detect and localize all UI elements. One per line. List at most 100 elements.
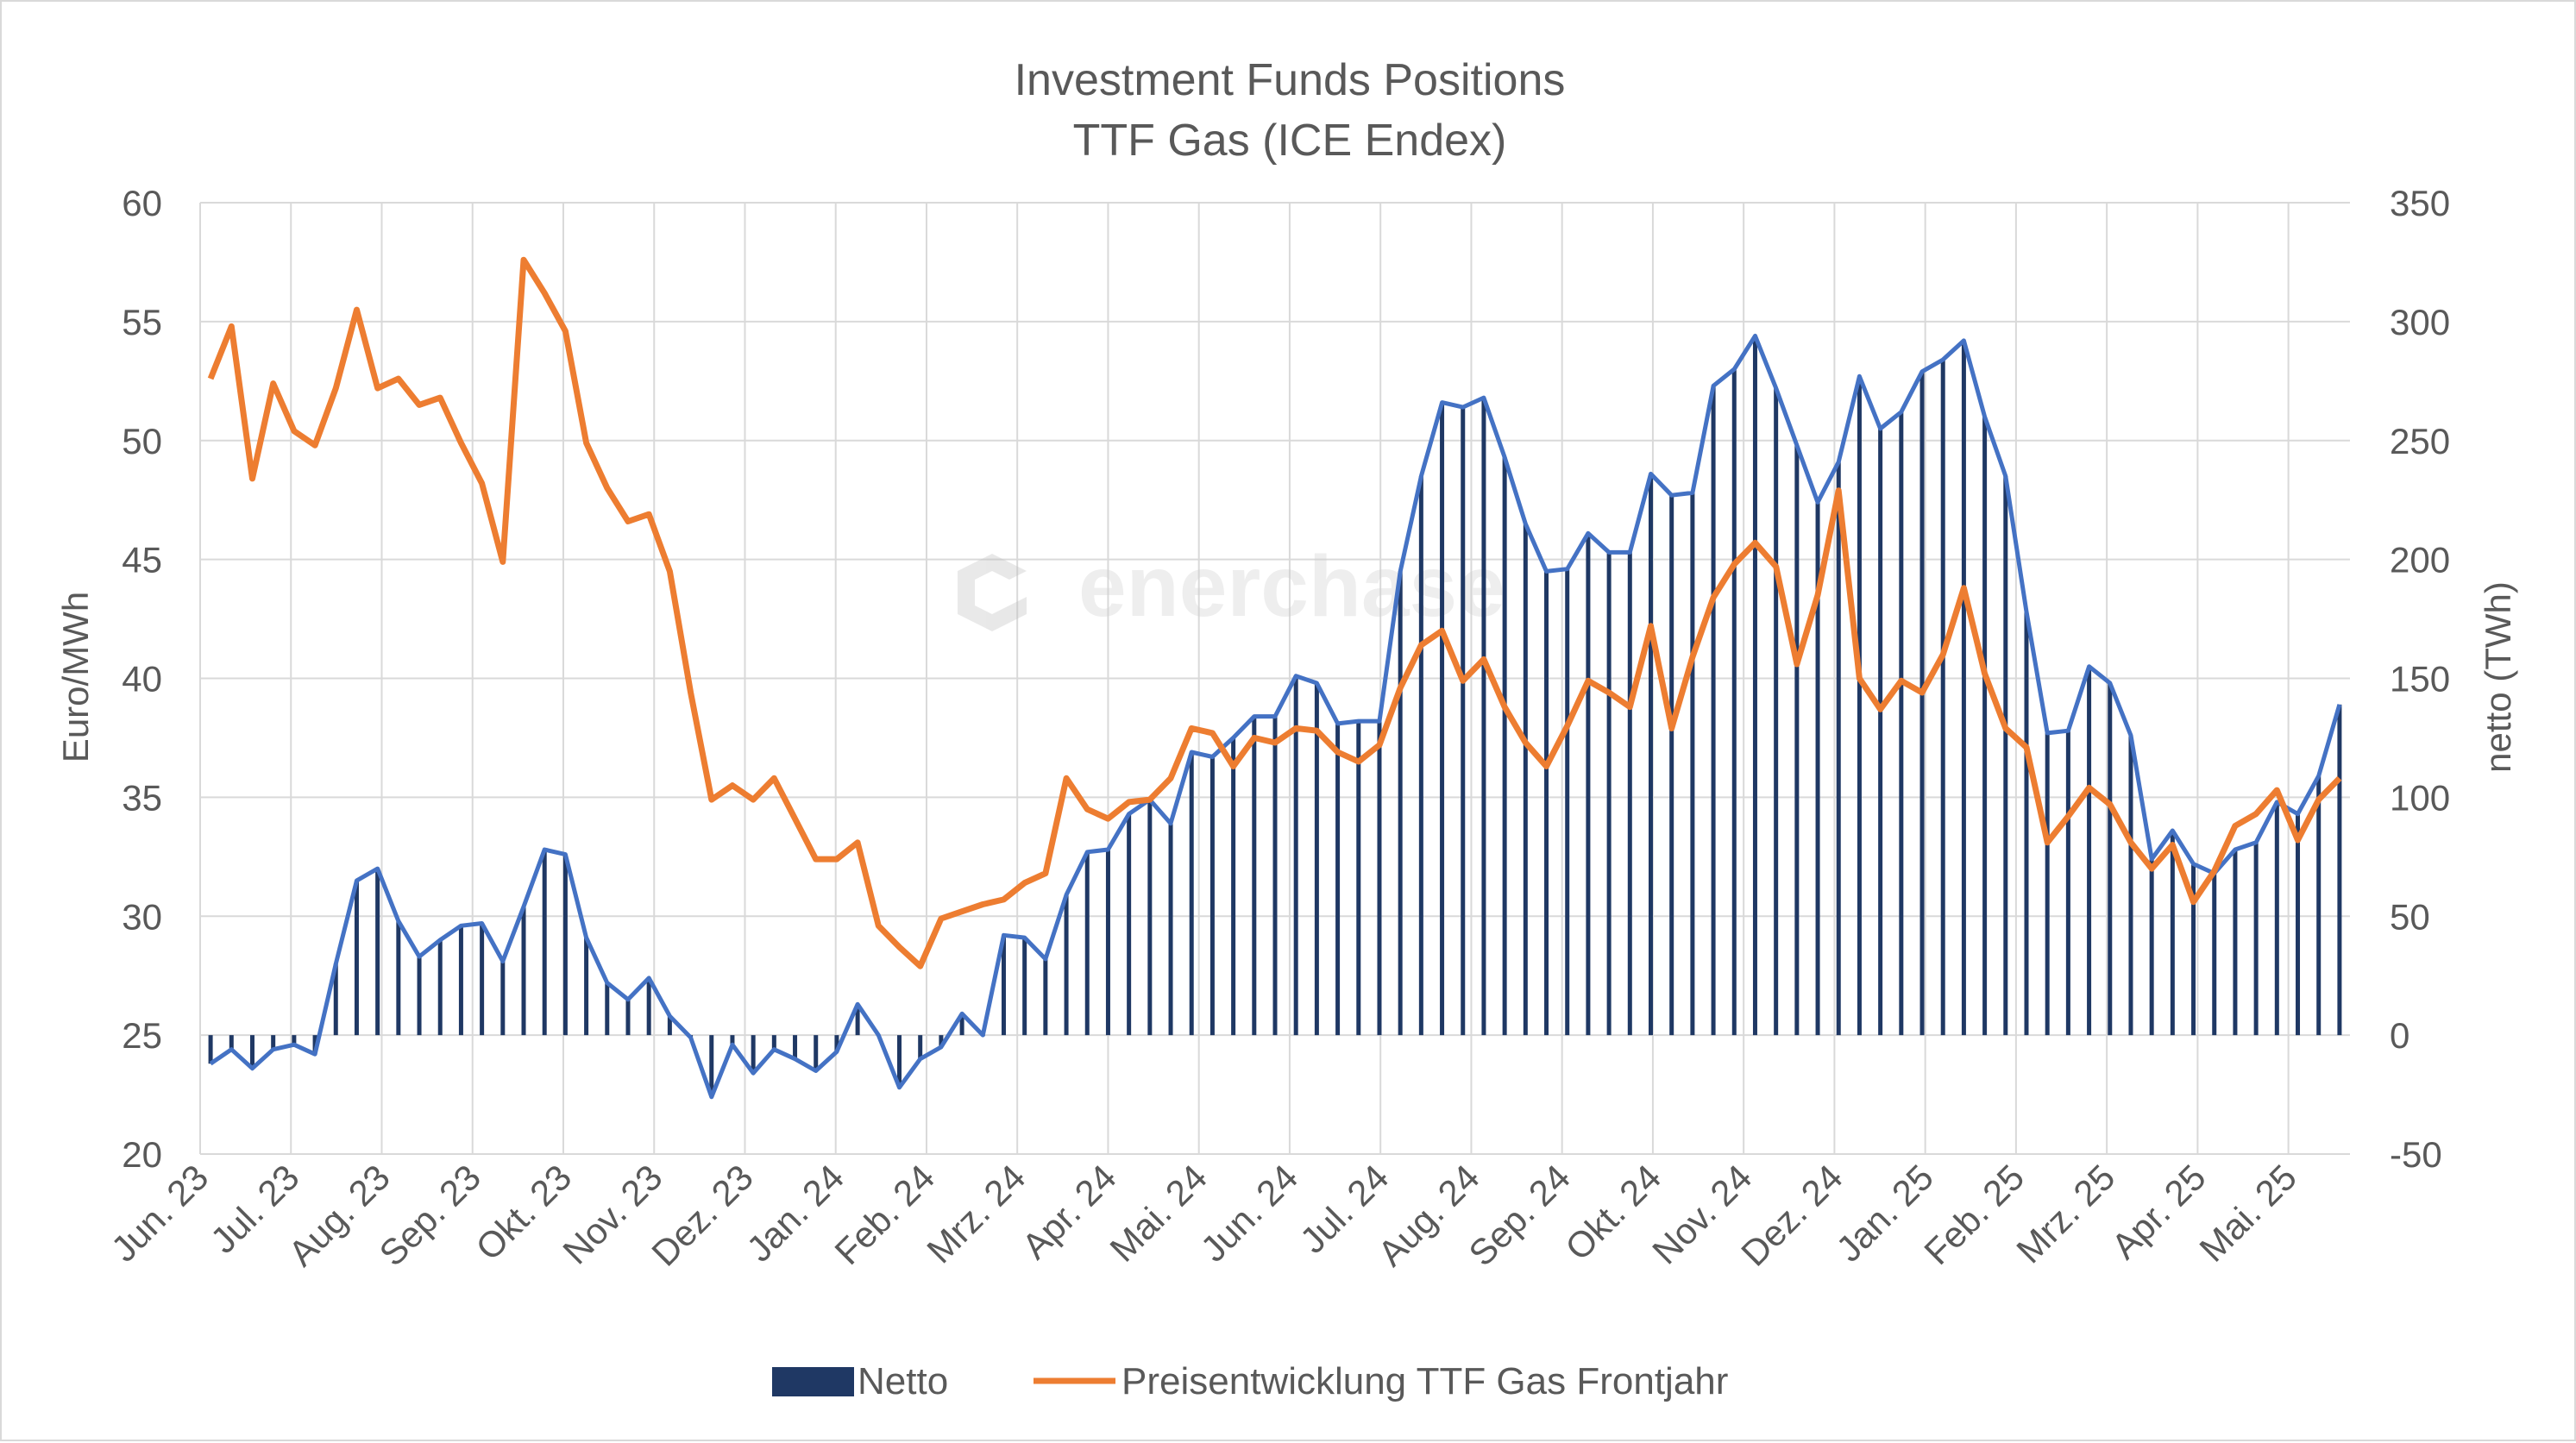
netto-bar [793, 1035, 798, 1059]
netto-bar [229, 1035, 234, 1050]
netto-bar [1461, 407, 1466, 1036]
left-tick-label: 55 [122, 302, 162, 342]
netto-bar [1899, 411, 1904, 1036]
netto-bar [2108, 683, 2113, 1036]
x-tick-label: Feb. 24 [826, 1157, 942, 1272]
left-tick-label: 45 [122, 540, 162, 580]
netto-bar [1690, 493, 1695, 1036]
netto-bar [918, 1035, 923, 1059]
netto-bar [959, 1013, 964, 1036]
netto-bars [208, 336, 2342, 1097]
netto-bar [834, 1035, 839, 1052]
netto-bar [2233, 850, 2238, 1036]
netto-bar [2170, 830, 2175, 1036]
netto-bar [1189, 751, 1194, 1036]
x-tick-label: Aug. 24 [1370, 1157, 1487, 1274]
x-tick-label: Mai. 24 [1102, 1157, 1215, 1270]
netto-bar [562, 854, 568, 1036]
legend-swatch-netto [772, 1367, 854, 1396]
netto-bar [437, 939, 443, 1036]
left-tick-label: 30 [122, 896, 162, 937]
right-tick-label: 0 [2390, 1015, 2410, 1056]
x-tick-label: Sep. 24 [1461, 1157, 1578, 1274]
x-tick-label: Feb. 25 [1916, 1157, 2032, 1272]
netto-bar [271, 1035, 276, 1050]
netto-bar [375, 869, 380, 1036]
netto-bar [1398, 571, 1403, 1036]
right-tick-label: 200 [2390, 540, 2450, 580]
netto-bar [312, 1035, 317, 1055]
netto-bar [1231, 737, 1236, 1036]
netto-bar [1669, 495, 1674, 1036]
x-tick-label: Sep. 23 [371, 1157, 488, 1274]
legend: Netto Preisentwicklung TTF Gas Frontjahr [772, 1360, 1728, 1402]
netto-bar [1731, 369, 1737, 1036]
netto-bar [2296, 813, 2301, 1036]
netto-bar [2024, 612, 2029, 1036]
netto-bar [667, 1016, 672, 1036]
watermark-logo-icon [958, 554, 1027, 631]
netto-bar [1168, 823, 1173, 1036]
right-tick-label: 150 [2390, 659, 2450, 700]
netto-bar [1961, 340, 1966, 1036]
netto-bar [2128, 735, 2133, 1036]
netto-outline-line [209, 333, 2342, 1100]
netto-bar [1209, 756, 1215, 1036]
netto-bar [458, 925, 463, 1036]
netto-bar [1252, 716, 1257, 1036]
netto-bar [1648, 474, 1653, 1036]
chart-title: Investment Funds Positions [1015, 55, 1566, 105]
netto-bar [333, 963, 338, 1036]
netto-bar [1001, 935, 1006, 1036]
left-tick-label: 60 [122, 183, 162, 223]
right-axis-label: netto (TWh) [2478, 581, 2518, 773]
left-tick-label: 50 [122, 421, 162, 461]
netto-bar [2274, 801, 2279, 1036]
netto-bar [1377, 721, 1382, 1036]
netto-bar [1544, 571, 1549, 1036]
netto-bar [2003, 476, 2008, 1036]
left-axis-ticks: 20 25 30 35 40 45 50 55 60 [122, 183, 162, 1175]
netto-bar [1502, 457, 1507, 1036]
netto-bar [1982, 417, 1988, 1036]
chart-subtitle: TTF Gas (ICE Endex) [1073, 116, 1507, 166]
x-tick-label: Mrz. 25 [2008, 1157, 2122, 1270]
legend-label-netto: Netto [858, 1360, 948, 1402]
netto-bar [1940, 359, 1945, 1036]
netto-bar [1606, 552, 1612, 1036]
netto-bar [2087, 666, 2092, 1036]
netto-bar [2065, 731, 2070, 1036]
netto-bar [1586, 533, 1591, 1036]
netto-bar [2337, 704, 2342, 1036]
x-tick-label: Dez. 24 [1733, 1157, 1850, 1274]
netto-bar [292, 1035, 297, 1045]
netto-bar [1857, 376, 1862, 1036]
netto-bar [2045, 732, 2050, 1036]
netto-bar [396, 920, 401, 1036]
x-tick-label: Apr. 24 [1014, 1157, 1123, 1266]
netto-bar [605, 982, 610, 1036]
netto-bar [1523, 524, 1528, 1036]
x-tick-label: Apr. 25 [2103, 1157, 2213, 1266]
right-tick-label: 300 [2390, 302, 2450, 342]
x-tick-label: Dez. 23 [644, 1157, 761, 1274]
right-tick-label: -50 [2390, 1134, 2442, 1175]
x-tick-label: Mai. 25 [2191, 1157, 2304, 1270]
x-tick-label: Aug. 23 [280, 1157, 398, 1274]
netto-bar [480, 923, 485, 1036]
netto-bar [1752, 336, 1757, 1036]
netto-bar [897, 1035, 902, 1088]
netto-bar [751, 1035, 756, 1074]
netto-bar [2253, 842, 2259, 1036]
netto-bar [1084, 851, 1090, 1036]
netto-bar [2316, 775, 2322, 1036]
netto-bar [521, 907, 526, 1036]
netto-bar [1356, 721, 1361, 1036]
netto-bar [771, 1035, 776, 1050]
left-tick-label: 20 [122, 1134, 162, 1175]
netto-bar [500, 961, 506, 1036]
netto-bar [1440, 402, 1445, 1036]
left-tick-label: 40 [122, 659, 162, 700]
